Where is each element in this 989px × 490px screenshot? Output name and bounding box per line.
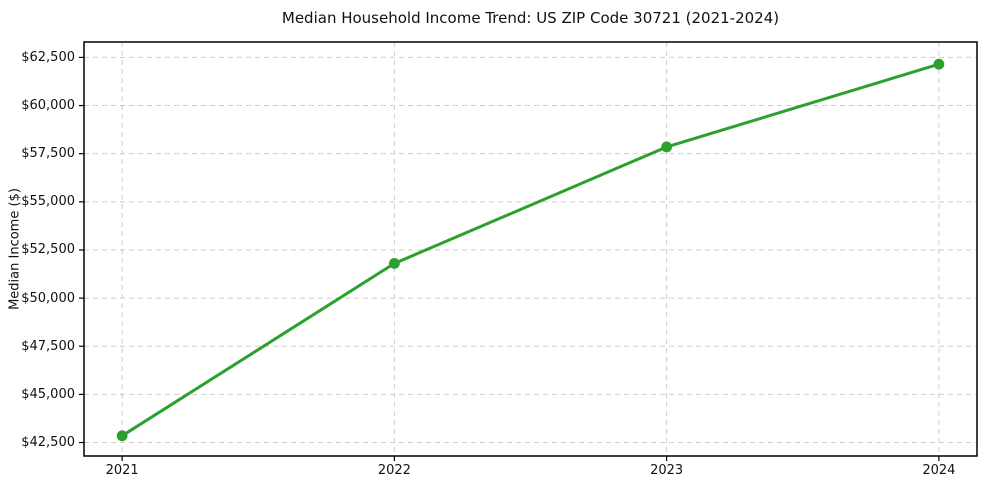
- data-point-marker: [661, 141, 673, 153]
- x-tick-label: 2021: [105, 463, 139, 478]
- y-tick-label: $42,500: [21, 435, 75, 451]
- data-point-marker: [933, 58, 945, 70]
- y-tick-label: $45,000: [21, 386, 75, 402]
- y-tick-label: $52,500: [21, 242, 75, 258]
- y-tick-label: $47,500: [21, 338, 75, 354]
- y-tick-label: $50,000: [21, 290, 75, 306]
- x-tick-label: 2022: [377, 463, 411, 478]
- x-tick-label: 2023: [650, 463, 684, 478]
- axes-frame: [83, 41, 978, 457]
- x-tick-label: 2024: [922, 463, 956, 478]
- y-tick-label: $57,500: [21, 146, 75, 162]
- data-point-marker: [388, 258, 400, 269]
- data-point-marker: [116, 430, 128, 442]
- y-tick-label: $60,000: [21, 98, 75, 114]
- y-tick-label: $62,500: [21, 49, 75, 65]
- chart-title: Median Household Income Trend: US ZIP Co…: [281, 9, 780, 27]
- y-tick-label: $55,000: [21, 194, 75, 210]
- income-trend-line: [120, 62, 941, 438]
